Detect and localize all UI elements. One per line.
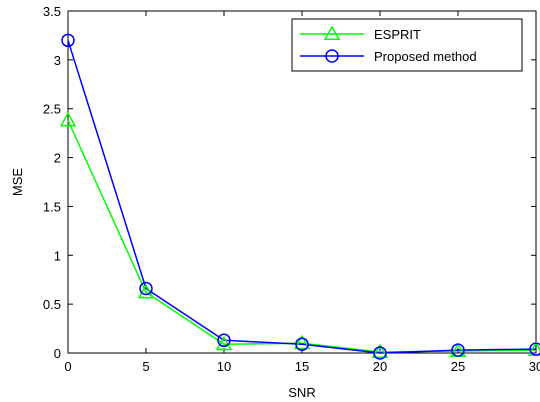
y-tick-label: 0 bbox=[54, 346, 61, 361]
y-axis-label: MSE bbox=[10, 168, 25, 197]
esprit-point bbox=[59, 111, 77, 127]
x-tick-label: 10 bbox=[217, 359, 231, 374]
x-tick-label: 20 bbox=[373, 359, 387, 374]
legend: ESPRIT Proposed method bbox=[291, 18, 523, 72]
esprit-point bbox=[371, 343, 389, 359]
series-lines bbox=[67, 40, 537, 354]
esprit-point bbox=[137, 283, 155, 299]
y-tick-label: 3 bbox=[54, 53, 61, 68]
x-axis: 0 5 10 15 20 25 30 bbox=[64, 11, 540, 374]
proposed-method-point bbox=[451, 343, 465, 357]
x-tick-label: 5 bbox=[142, 359, 149, 374]
y-tick-label: 0.5 bbox=[43, 297, 61, 312]
x-tick-label: 0 bbox=[64, 359, 71, 374]
y-tick-label: 2.5 bbox=[43, 102, 61, 117]
y-axis: 0 0.5 1 1.5 2 2.5 3 3.5 bbox=[43, 4, 536, 361]
x-axis-label: SNR bbox=[288, 385, 315, 400]
legend-label-proposed-method: Proposed method bbox=[374, 49, 477, 64]
x-tick-label: 15 bbox=[295, 359, 309, 374]
proposed-method-point bbox=[139, 281, 153, 296]
esprit-point bbox=[293, 334, 311, 350]
proposed-method-point bbox=[61, 33, 75, 48]
proposed-method-point bbox=[529, 342, 540, 356]
y-tick-label: 3.5 bbox=[43, 4, 61, 19]
y-tick-label: 1 bbox=[54, 248, 61, 263]
y-tick-label: 2 bbox=[54, 151, 61, 166]
x-tick-label: 25 bbox=[451, 359, 465, 374]
series-line-esprit bbox=[67, 120, 537, 353]
y-tick-label: 1.5 bbox=[43, 199, 61, 214]
esprit-point bbox=[215, 335, 233, 351]
legend-marker-proposed-method bbox=[325, 49, 339, 63]
series-line-proposed-method bbox=[67, 40, 537, 354]
proposed-method-point bbox=[217, 333, 231, 348]
legend-label-esprit: ESPRIT bbox=[374, 27, 421, 42]
legend-marker-esprit bbox=[323, 25, 341, 40]
proposed-method-point bbox=[295, 337, 309, 351]
x-tick-label: 30 bbox=[529, 359, 540, 374]
proposed-method-point bbox=[373, 346, 387, 360]
series-markers bbox=[59, 33, 540, 360]
